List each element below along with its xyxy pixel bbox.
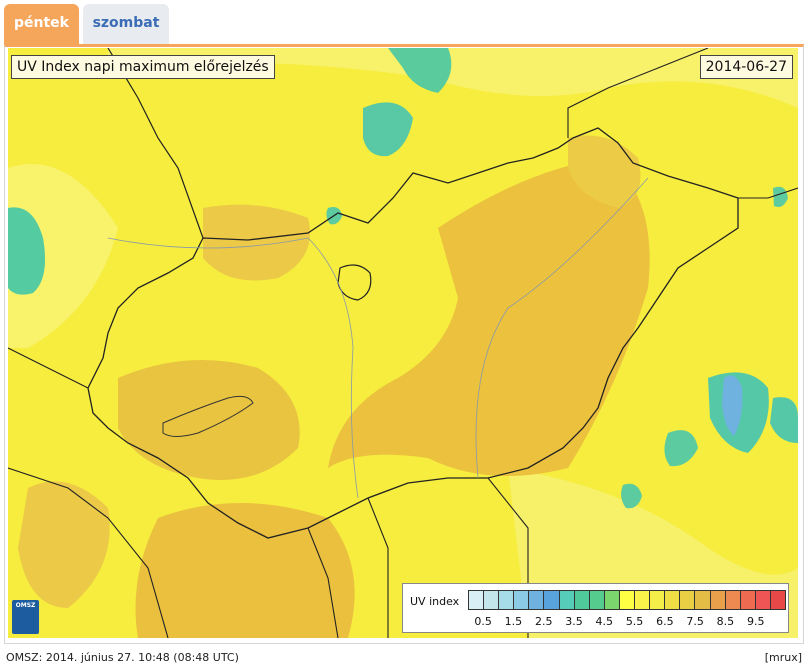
border-north — [107, 48, 204, 239]
legend-color-cell — [740, 591, 756, 609]
river-danube — [107, 237, 359, 499]
tab-szombat[interactable]: szombat — [83, 4, 169, 44]
legend-color-cell — [695, 591, 711, 609]
legend-tick-label: 9.5 — [746, 615, 765, 628]
legend-color-cell — [529, 591, 545, 609]
river-tisza — [475, 177, 649, 479]
pale-area-west — [8, 164, 118, 348]
legend-tick-label: 4.5 — [595, 615, 614, 628]
legend-tick-label: 6.5 — [656, 615, 674, 628]
teal-blob-ne-small — [773, 186, 788, 207]
teal-blob-east-2 — [770, 397, 798, 443]
footer-link[interactable]: [mrux] — [764, 651, 802, 664]
orange-area-north — [568, 135, 641, 208]
map-date: 2014-06-27 — [699, 55, 793, 79]
uv-map — [8, 48, 798, 638]
teal-blob-north — [363, 102, 413, 157]
legend-color-cell — [725, 591, 741, 609]
legend-color-cell — [770, 591, 785, 609]
legend-tick-label: 1.5 — [504, 615, 523, 628]
legend-color-cell — [665, 591, 681, 609]
legend-tick-label: 8.5 — [716, 615, 735, 628]
border-west — [8, 347, 169, 638]
legend-color-cell — [710, 591, 726, 609]
teal-blob-west — [8, 207, 46, 295]
legend-color-cell — [604, 591, 620, 609]
legend-color-cell — [619, 591, 636, 609]
orange-area-southwest — [18, 481, 110, 608]
legend-tick-label: 5.5 — [625, 615, 644, 628]
map-title: UV Index napi maximum előrejelzés — [11, 55, 275, 79]
orange-area-east — [328, 158, 650, 476]
orange-area-west — [118, 360, 300, 480]
hungary-border — [87, 127, 739, 539]
teal-blob-northeast — [388, 48, 452, 93]
budapest-outline — [337, 264, 372, 301]
legend-title: UV index — [410, 595, 460, 608]
legend-tick-label: 7.5 — [686, 615, 704, 628]
uv-legend: UV index 0.5 1.5 2.5 3.5 4.5 5.5 6.5 7.5 8.5 9.5 — [402, 583, 789, 633]
pale-area-north — [108, 48, 798, 108]
legend-color-cell — [559, 591, 575, 609]
teal-blob-east-3 — [664, 430, 698, 467]
legend-color-cell — [514, 591, 530, 609]
legend-tick-label: 2.5 — [534, 615, 553, 628]
legend-color-bar — [468, 590, 786, 610]
legend-color-cell — [544, 591, 560, 609]
orange-area-south — [135, 503, 355, 638]
footer-timestamp: OMSZ: 2014. június 27. 10:48 (08:48 UTC) — [6, 651, 239, 664]
legend-color-cell — [574, 591, 590, 609]
orange-area-northwest — [203, 204, 310, 281]
legend-color-cell — [499, 591, 515, 609]
legend-color-cell — [650, 591, 666, 609]
legend-tick-label: 0.5 — [474, 615, 492, 628]
border-east — [738, 187, 798, 199]
blue-blob-east — [722, 375, 743, 436]
border-northeast — [567, 48, 709, 138]
legend-color-cell — [469, 591, 485, 609]
legend-ticks: 0.5 1.5 2.5 3.5 4.5 5.5 6.5 7.5 8.5 9.5 — [468, 615, 786, 629]
legend-color-cell — [589, 591, 605, 609]
omsz-logo: OMSZ — [12, 600, 39, 634]
logo-text: OMSZ — [15, 602, 36, 609]
lake-balaton — [162, 395, 254, 437]
legend-color-cell — [635, 591, 651, 609]
teal-blob-east-4 — [621, 483, 642, 509]
legend-color-cell — [755, 591, 771, 609]
tab-pentek[interactable]: péntek — [4, 4, 79, 44]
legend-color-cell — [680, 591, 696, 609]
legend-tick-label: 3.5 — [565, 615, 583, 628]
legend-color-cell — [484, 591, 500, 609]
